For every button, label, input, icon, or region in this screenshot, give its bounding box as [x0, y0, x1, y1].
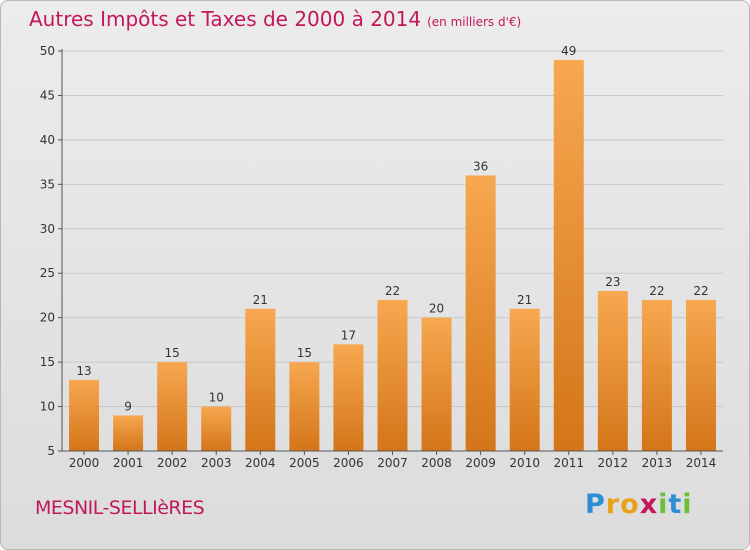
x-tick-label: 2008: [421, 456, 452, 470]
x-tick-label: 2013: [642, 456, 673, 470]
x-tick-label: 2009: [465, 456, 496, 470]
data-label: 22: [385, 284, 400, 298]
bar: [465, 175, 496, 451]
bar: [333, 344, 364, 451]
bar: [553, 59, 584, 452]
y-tick-label: 35: [40, 177, 55, 191]
y-tick-label: 45: [40, 88, 55, 102]
data-label: 21: [253, 293, 268, 307]
x-tick-label: 2007: [377, 456, 408, 470]
data-label: 15: [165, 346, 180, 360]
bar: [157, 362, 188, 451]
y-tick-label: 20: [40, 311, 55, 325]
bar: [201, 406, 232, 451]
x-tick-label: 2014: [686, 456, 717, 470]
data-label: 13: [76, 364, 91, 378]
logo-letter: P: [585, 489, 606, 520]
chart-title-text: Autres Impôts et Taxes de 2000 à 2014: [29, 7, 422, 31]
data-labels: 13 9 15 10 21 15 17 22 20 36 21 49 23 22 22: [76, 44, 708, 414]
logo-letter: i: [682, 489, 693, 520]
x-tick-label: 2012: [598, 456, 629, 470]
x-tick-label: 2000: [69, 456, 100, 470]
y-tick-label: 30: [40, 222, 55, 236]
x-tick-label: 2006: [333, 456, 364, 470]
data-label: 20: [429, 302, 444, 316]
data-label: 10: [209, 391, 224, 405]
bar: [509, 308, 540, 451]
bar: [289, 362, 320, 451]
y-tick-label: 15: [40, 355, 55, 369]
data-label: 15: [297, 346, 312, 360]
y-tick-label: 5: [47, 444, 55, 458]
y-tick-label: 25: [40, 266, 55, 280]
bar: [597, 291, 628, 451]
logo-letter: o: [620, 489, 640, 520]
chart-title: Autres Impôts et Taxes de 2000 à 2014 (en…: [29, 7, 521, 31]
y-tick-label: 40: [40, 133, 55, 147]
logo-letter: r: [605, 489, 621, 520]
axes: 5 10 15 20 25 30 35 40 45 50 2000 2001 2002 2003 2004 2…: [40, 44, 723, 470]
x-tick-label: 2010: [509, 456, 540, 470]
bar: [641, 299, 672, 451]
data-label: 21: [517, 293, 532, 307]
data-label: 9: [124, 399, 132, 413]
proxiti-logo: Proxiti: [585, 489, 693, 520]
data-label: 49: [561, 44, 576, 58]
x-tick-label: 2002: [157, 456, 188, 470]
data-label: 17: [341, 328, 356, 342]
bar: [421, 317, 452, 451]
bar: [685, 299, 716, 451]
x-tick-label: 2001: [113, 456, 144, 470]
commune-name: MESNIL-SELLIèRES: [35, 497, 205, 519]
bars: [69, 59, 716, 452]
x-tick-label: 2003: [201, 456, 232, 470]
logo-letter: i: [658, 489, 669, 520]
bar: [377, 299, 408, 451]
logo-letter: x: [639, 489, 659, 520]
x-tick-label: 2005: [289, 456, 320, 470]
bar: [69, 379, 100, 451]
chart-unit: (en milliers d'€): [427, 15, 522, 29]
y-tick-label: 50: [40, 44, 55, 58]
data-label: 22: [693, 284, 708, 298]
data-label: 23: [605, 275, 620, 289]
logo-letter: t: [668, 489, 683, 520]
data-label: 22: [649, 284, 664, 298]
bar: [113, 415, 144, 451]
data-label: 36: [473, 159, 488, 173]
y-tick-label: 10: [40, 400, 55, 414]
x-tick-label: 2011: [553, 456, 584, 470]
x-tick-label: 2004: [245, 456, 276, 470]
bar: [245, 308, 276, 451]
